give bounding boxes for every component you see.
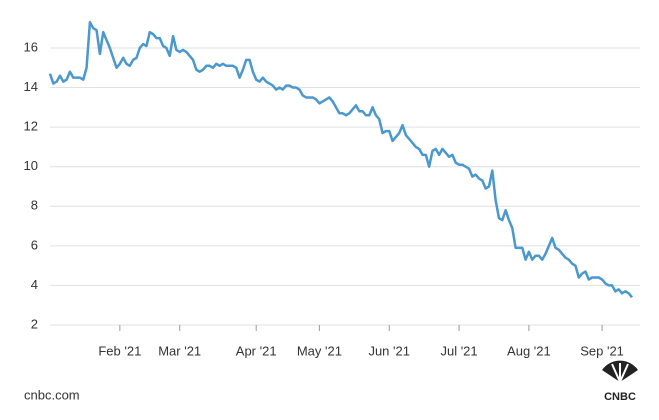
x-tick-label: Jul '21 — [440, 343, 477, 358]
x-tick-label: May '21 — [297, 343, 342, 358]
y-tick-label: 12 — [24, 119, 38, 134]
logo: CNBC — [602, 360, 638, 403]
source: cnbc.com — [24, 387, 80, 402]
x-tick-label: Aug '21 — [507, 343, 551, 358]
y-tick-label: 2 — [31, 316, 38, 331]
y-tick-label: 16 — [24, 39, 38, 54]
x-tick-label: Feb '21 — [98, 343, 141, 358]
y-tick-label: 4 — [31, 277, 38, 292]
y-tick-label: 10 — [24, 158, 38, 173]
x-tick-label: Mar '21 — [158, 343, 201, 358]
x-tick-label: Jun '21 — [368, 343, 410, 358]
y-tick-label: 8 — [31, 198, 38, 213]
x-tick-label: Apr '21 — [236, 343, 277, 358]
x-tick-label: Sep '21 — [580, 343, 624, 358]
line-series — [48, 21, 633, 299]
logo-text: CNBC — [604, 391, 636, 403]
y-tick-label: 6 — [31, 237, 38, 252]
y-tick-label: 14 — [24, 79, 38, 94]
